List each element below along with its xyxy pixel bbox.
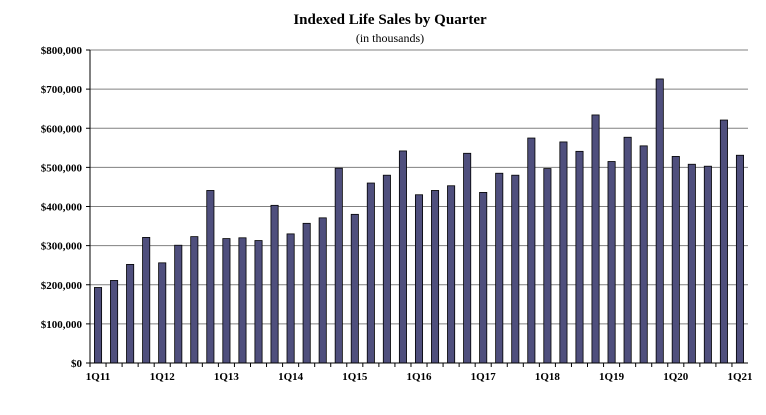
axes — [89, 50, 748, 364]
bar-1q16 — [414, 194, 424, 364]
bar-1q21 — [735, 154, 744, 364]
y-tick-label: $0 — [71, 358, 83, 370]
x-tick-label: 1Q11 — [86, 371, 110, 383]
bar-4q14 — [334, 167, 343, 364]
bar-1q20 — [671, 156, 680, 364]
bar-3q19 — [639, 145, 648, 364]
y-tick-label: $200,000 — [41, 280, 83, 292]
x-tick-label: 1Q13 — [214, 371, 240, 383]
bar-2q15 — [366, 182, 375, 364]
bar-3q20 — [703, 165, 712, 364]
bars — [94, 78, 744, 364]
bar-2q12 — [174, 244, 183, 364]
bar-4q19 — [655, 78, 664, 364]
bar-1q19 — [607, 161, 616, 364]
y-axis-ticks: $0 $100,000 $200,000 $300,000 $400,000 $500,0… — [41, 45, 90, 370]
x-tick-label: 1Q15 — [342, 371, 368, 383]
chart-title: Indexed Life Sales by Quarter — [293, 12, 487, 28]
bar-3q13 — [254, 240, 263, 364]
bar-3q11 — [126, 263, 135, 364]
y-tick-label: $600,000 — [41, 123, 83, 135]
bar-1q13 — [222, 238, 231, 364]
x-tick-label: 1Q17 — [471, 371, 497, 383]
bar-1q15 — [350, 213, 359, 364]
bar-2q18 — [559, 141, 568, 364]
bar-4q15 — [398, 150, 407, 364]
y-tick-label: $300,000 — [41, 241, 83, 253]
x-tick-label: 1Q18 — [535, 371, 561, 383]
bar-2q14 — [302, 222, 311, 364]
y-tick-label: $700,000 — [41, 84, 83, 96]
bar-2q11 — [110, 280, 119, 364]
bar-4q12 — [206, 190, 215, 364]
bar-2q16 — [431, 190, 440, 364]
bar-1q14 — [286, 233, 295, 364]
bar-1q18 — [543, 168, 552, 364]
bar-2q20 — [687, 163, 696, 364]
bar-2q17 — [495, 172, 504, 364]
y-tick-label: $400,000 — [41, 202, 83, 214]
bar-1q11 — [94, 287, 103, 364]
chart-subtitle: (in thousands) — [356, 31, 424, 45]
bar-1q17 — [479, 192, 488, 364]
bar-1q12 — [158, 262, 167, 364]
bar-3q15 — [382, 174, 391, 364]
bar-3q17 — [511, 174, 520, 364]
y-tick-label: $500,000 — [41, 162, 83, 174]
bar-3q12 — [190, 236, 199, 364]
bar-4q20 — [719, 119, 728, 364]
x-tick-label: 1Q14 — [278, 371, 304, 383]
bar-4q11 — [142, 237, 151, 364]
x-tick-label: 1Q19 — [599, 371, 625, 383]
bar-3q14 — [318, 217, 327, 364]
bar-4q16 — [463, 152, 472, 364]
x-axis-ticks: 1Q11 1Q12 1Q13 1Q14 1Q15 1Q16 1Q17 1Q18 1Q19 1Q20… — [86, 363, 753, 383]
bar-4q18 — [591, 114, 600, 364]
bar-2q13 — [238, 237, 247, 364]
x-tick-label: 1Q12 — [150, 371, 176, 383]
bar-4q13 — [270, 204, 279, 364]
x-tick-label: 1Q16 — [406, 371, 432, 383]
bar-4q17 — [527, 137, 536, 364]
x-tick-label: 1Q21 — [727, 371, 752, 383]
bar-2q19 — [623, 136, 632, 364]
y-tick-label: $100,000 — [41, 319, 83, 331]
bar-3q16 — [447, 185, 456, 364]
y-tick-label: $800,000 — [41, 45, 83, 57]
bar-3q18 — [575, 150, 584, 364]
x-tick-label: 1Q20 — [663, 371, 689, 383]
